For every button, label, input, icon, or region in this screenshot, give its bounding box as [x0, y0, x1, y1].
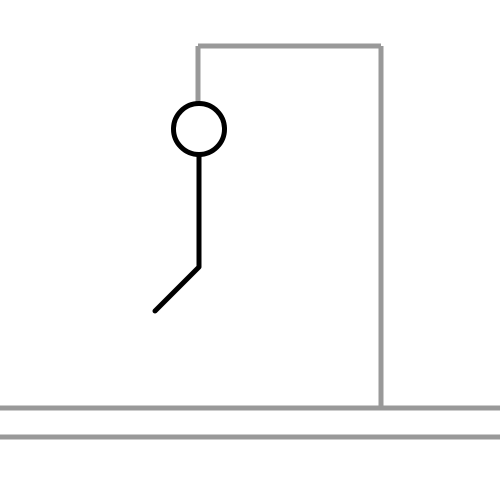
- figure-head: [171, 101, 227, 157]
- gallows: [0, 43, 500, 440]
- figure-left-leg: [152, 264, 202, 314]
- hangman-figure: [152, 101, 227, 314]
